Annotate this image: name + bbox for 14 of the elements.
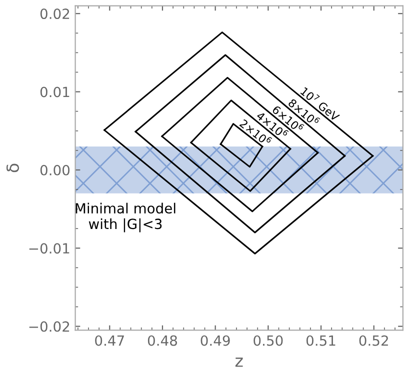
x-tick-label: 0.49 bbox=[200, 335, 230, 346]
x-tick-label: 0.48 bbox=[148, 335, 177, 346]
x-tick-label: 0.52 bbox=[359, 335, 388, 346]
x-tick-label: 0.51 bbox=[306, 335, 336, 346]
band-label: Minimal model with |G|<3 bbox=[76, 202, 176, 232]
y-tick-label: −0.01 bbox=[29, 243, 70, 254]
x-tick-label: 0.47 bbox=[95, 335, 124, 346]
y-tick-label: 0.00 bbox=[40, 164, 70, 176]
y-tick-label: −0.02 bbox=[29, 321, 70, 332]
y-tick-label: 0.02 bbox=[40, 8, 70, 20]
x-tick-label: 0.50 bbox=[254, 335, 283, 346]
y-tick-label: 0.01 bbox=[40, 86, 70, 98]
y-axis-title: δ bbox=[6, 164, 20, 172]
x-axis-title: z bbox=[235, 358, 243, 367]
